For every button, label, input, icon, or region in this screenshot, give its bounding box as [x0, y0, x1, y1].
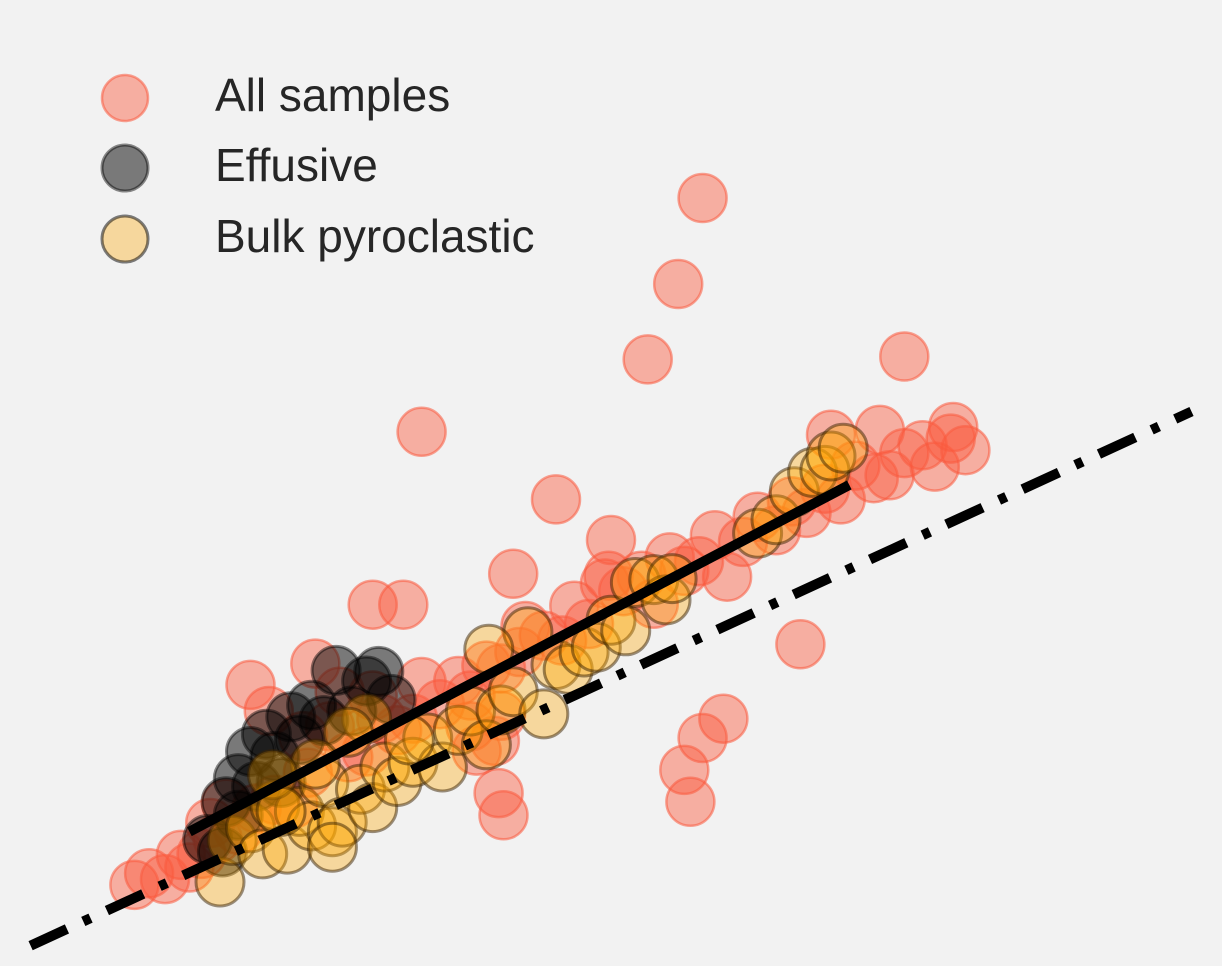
point-all-samples	[473, 767, 524, 819]
point-all-samples	[775, 619, 826, 670]
point-all-samples	[622, 334, 673, 385]
point-bulk-pyroclastic	[306, 821, 358, 873]
point-all-samples	[487, 548, 539, 600]
point-all-samples	[396, 406, 447, 458]
legend-label-all-samples: All samples	[215, 69, 450, 121]
point-all-samples	[698, 693, 749, 744]
point-all-samples	[530, 474, 582, 525]
point-all-samples	[927, 401, 979, 453]
plot-area	[28, 172, 1194, 951]
legend-label-bulk-pyroclastic: Bulk pyroclastic	[215, 210, 535, 262]
legend-label-effusive: Effusive	[215, 139, 378, 191]
point-all-samples	[585, 514, 637, 566]
point-bulk-pyroclastic	[194, 856, 246, 908]
point-all-samples	[225, 659, 276, 711]
point-all-samples	[879, 331, 930, 382]
point-all-samples	[378, 579, 429, 630]
legend-marker-bulk-pyroclastic	[100, 214, 150, 264]
point-all-samples	[659, 744, 710, 796]
point-all-samples	[478, 790, 529, 841]
point-all-samples	[677, 172, 728, 224]
legend-marker-effusive	[100, 143, 150, 193]
legend-marker-all-samples	[100, 73, 150, 123]
point-all-samples	[347, 579, 398, 630]
point-all-samples	[940, 424, 991, 476]
legend: All samples Effusive Bulk pyroclastic	[100, 69, 535, 264]
point-bulk-pyroclastic	[306, 806, 358, 858]
point-all-samples	[677, 712, 728, 764]
point-all-samples	[652, 258, 704, 310]
fit-line-solid	[187, 480, 852, 837]
point-bulk-pyroclastic	[817, 422, 869, 474]
point-all-samples	[665, 776, 716, 828]
